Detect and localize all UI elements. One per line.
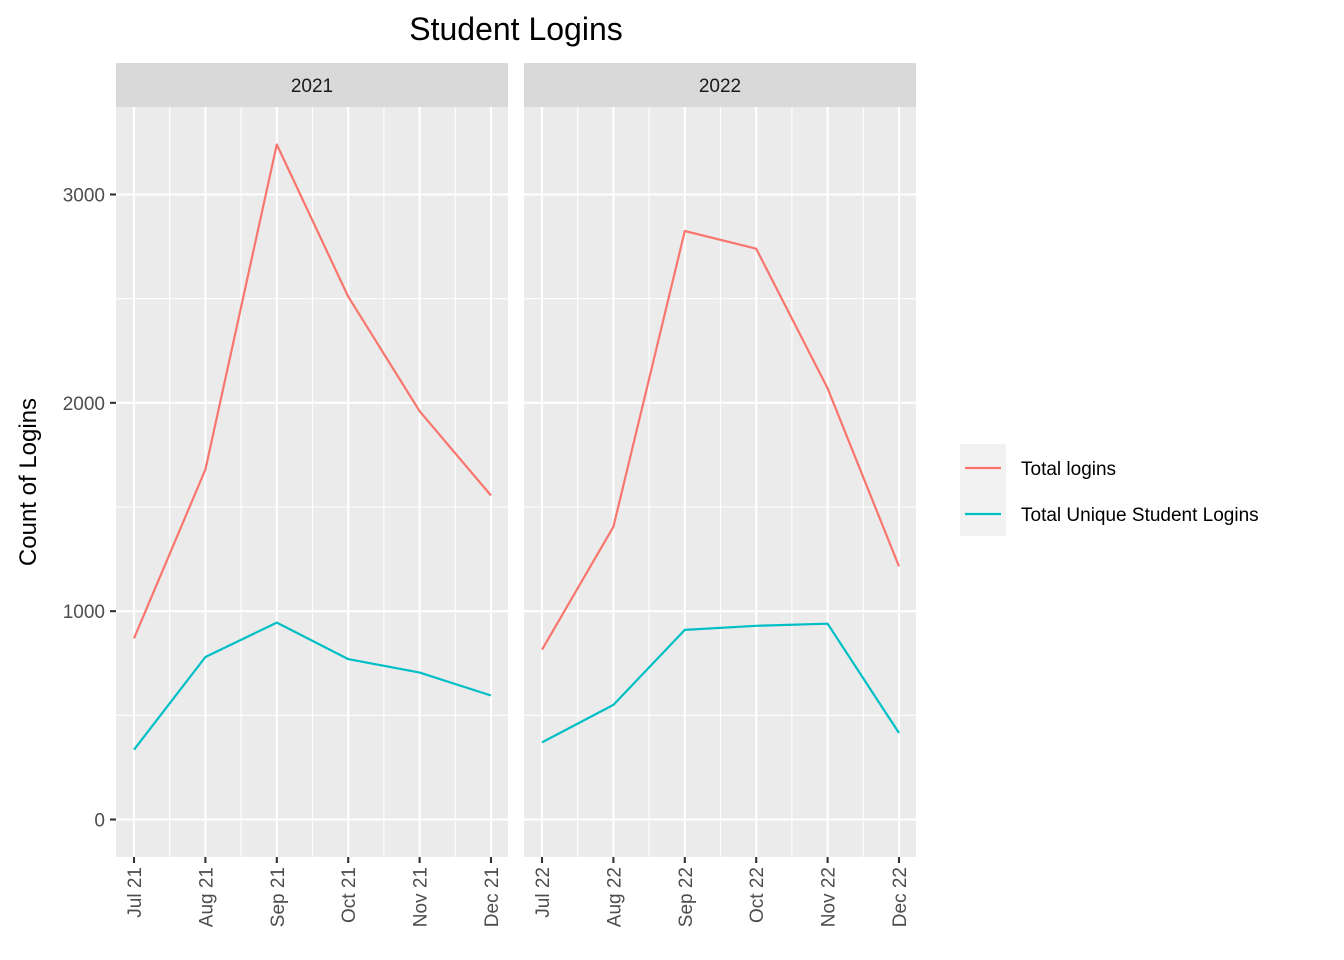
- facet-panel-2022: 2022 Jul 22 Aug 22 Sep 22 Oct 22 Nov 22 Dec 22: [524, 63, 916, 927]
- strip-label: 2022: [699, 76, 741, 97]
- x-tick-label: Dec 21: [482, 867, 503, 927]
- x-tick-label: Sep 21: [268, 867, 289, 927]
- series-line-unique-student-logins: [541, 622, 900, 744]
- facet-panel-2021: 2021 Jul 21 Aug 21 Sep 21 Oct 21 Nov 21 Dec 21: [116, 63, 508, 927]
- legend-key-background: [960, 444, 1006, 536]
- x-tick-label: Nov 21: [411, 867, 432, 927]
- x-tick-label: Oct 22: [747, 867, 768, 923]
- x-tick-label: Sep 22: [676, 867, 697, 927]
- x-tick-label: Nov 22: [819, 867, 840, 927]
- legend-label: Total Unique Student Logins: [1021, 505, 1259, 526]
- x-tick-label: Aug 22: [604, 867, 625, 927]
- strip-background: [524, 63, 916, 107]
- legend: Total logins Total Unique Student Logins: [960, 444, 1259, 536]
- series-line-total-logins: [132, 143, 492, 639]
- chart-title: Student Logins: [409, 11, 623, 47]
- x-tick-label: Jul 22: [533, 867, 554, 918]
- y-tick-label: 2000: [63, 394, 105, 415]
- strip-label: 2021: [291, 76, 333, 97]
- x-tick-label: Oct 21: [339, 867, 360, 923]
- facet-panels: 2021 Jul 21 Aug 21 Sep 21 Oct 21 Nov 21 Dec 21…: [63, 63, 916, 927]
- x-tick-label: Dec 22: [890, 867, 911, 927]
- y-tick-label: 0: [94, 811, 105, 832]
- y-tick-label: 1000: [63, 602, 105, 623]
- strip-background: [116, 63, 508, 107]
- legend-label: Total logins: [1021, 459, 1116, 480]
- x-tick-label: Jul 21: [125, 867, 146, 918]
- y-axis-title: Count of Logins: [15, 398, 42, 566]
- x-tick-label: Aug 21: [196, 867, 217, 927]
- y-tick-label: 3000: [63, 186, 105, 207]
- series-line-total-logins: [541, 229, 901, 651]
- series-line-unique-student-logins: [133, 621, 492, 751]
